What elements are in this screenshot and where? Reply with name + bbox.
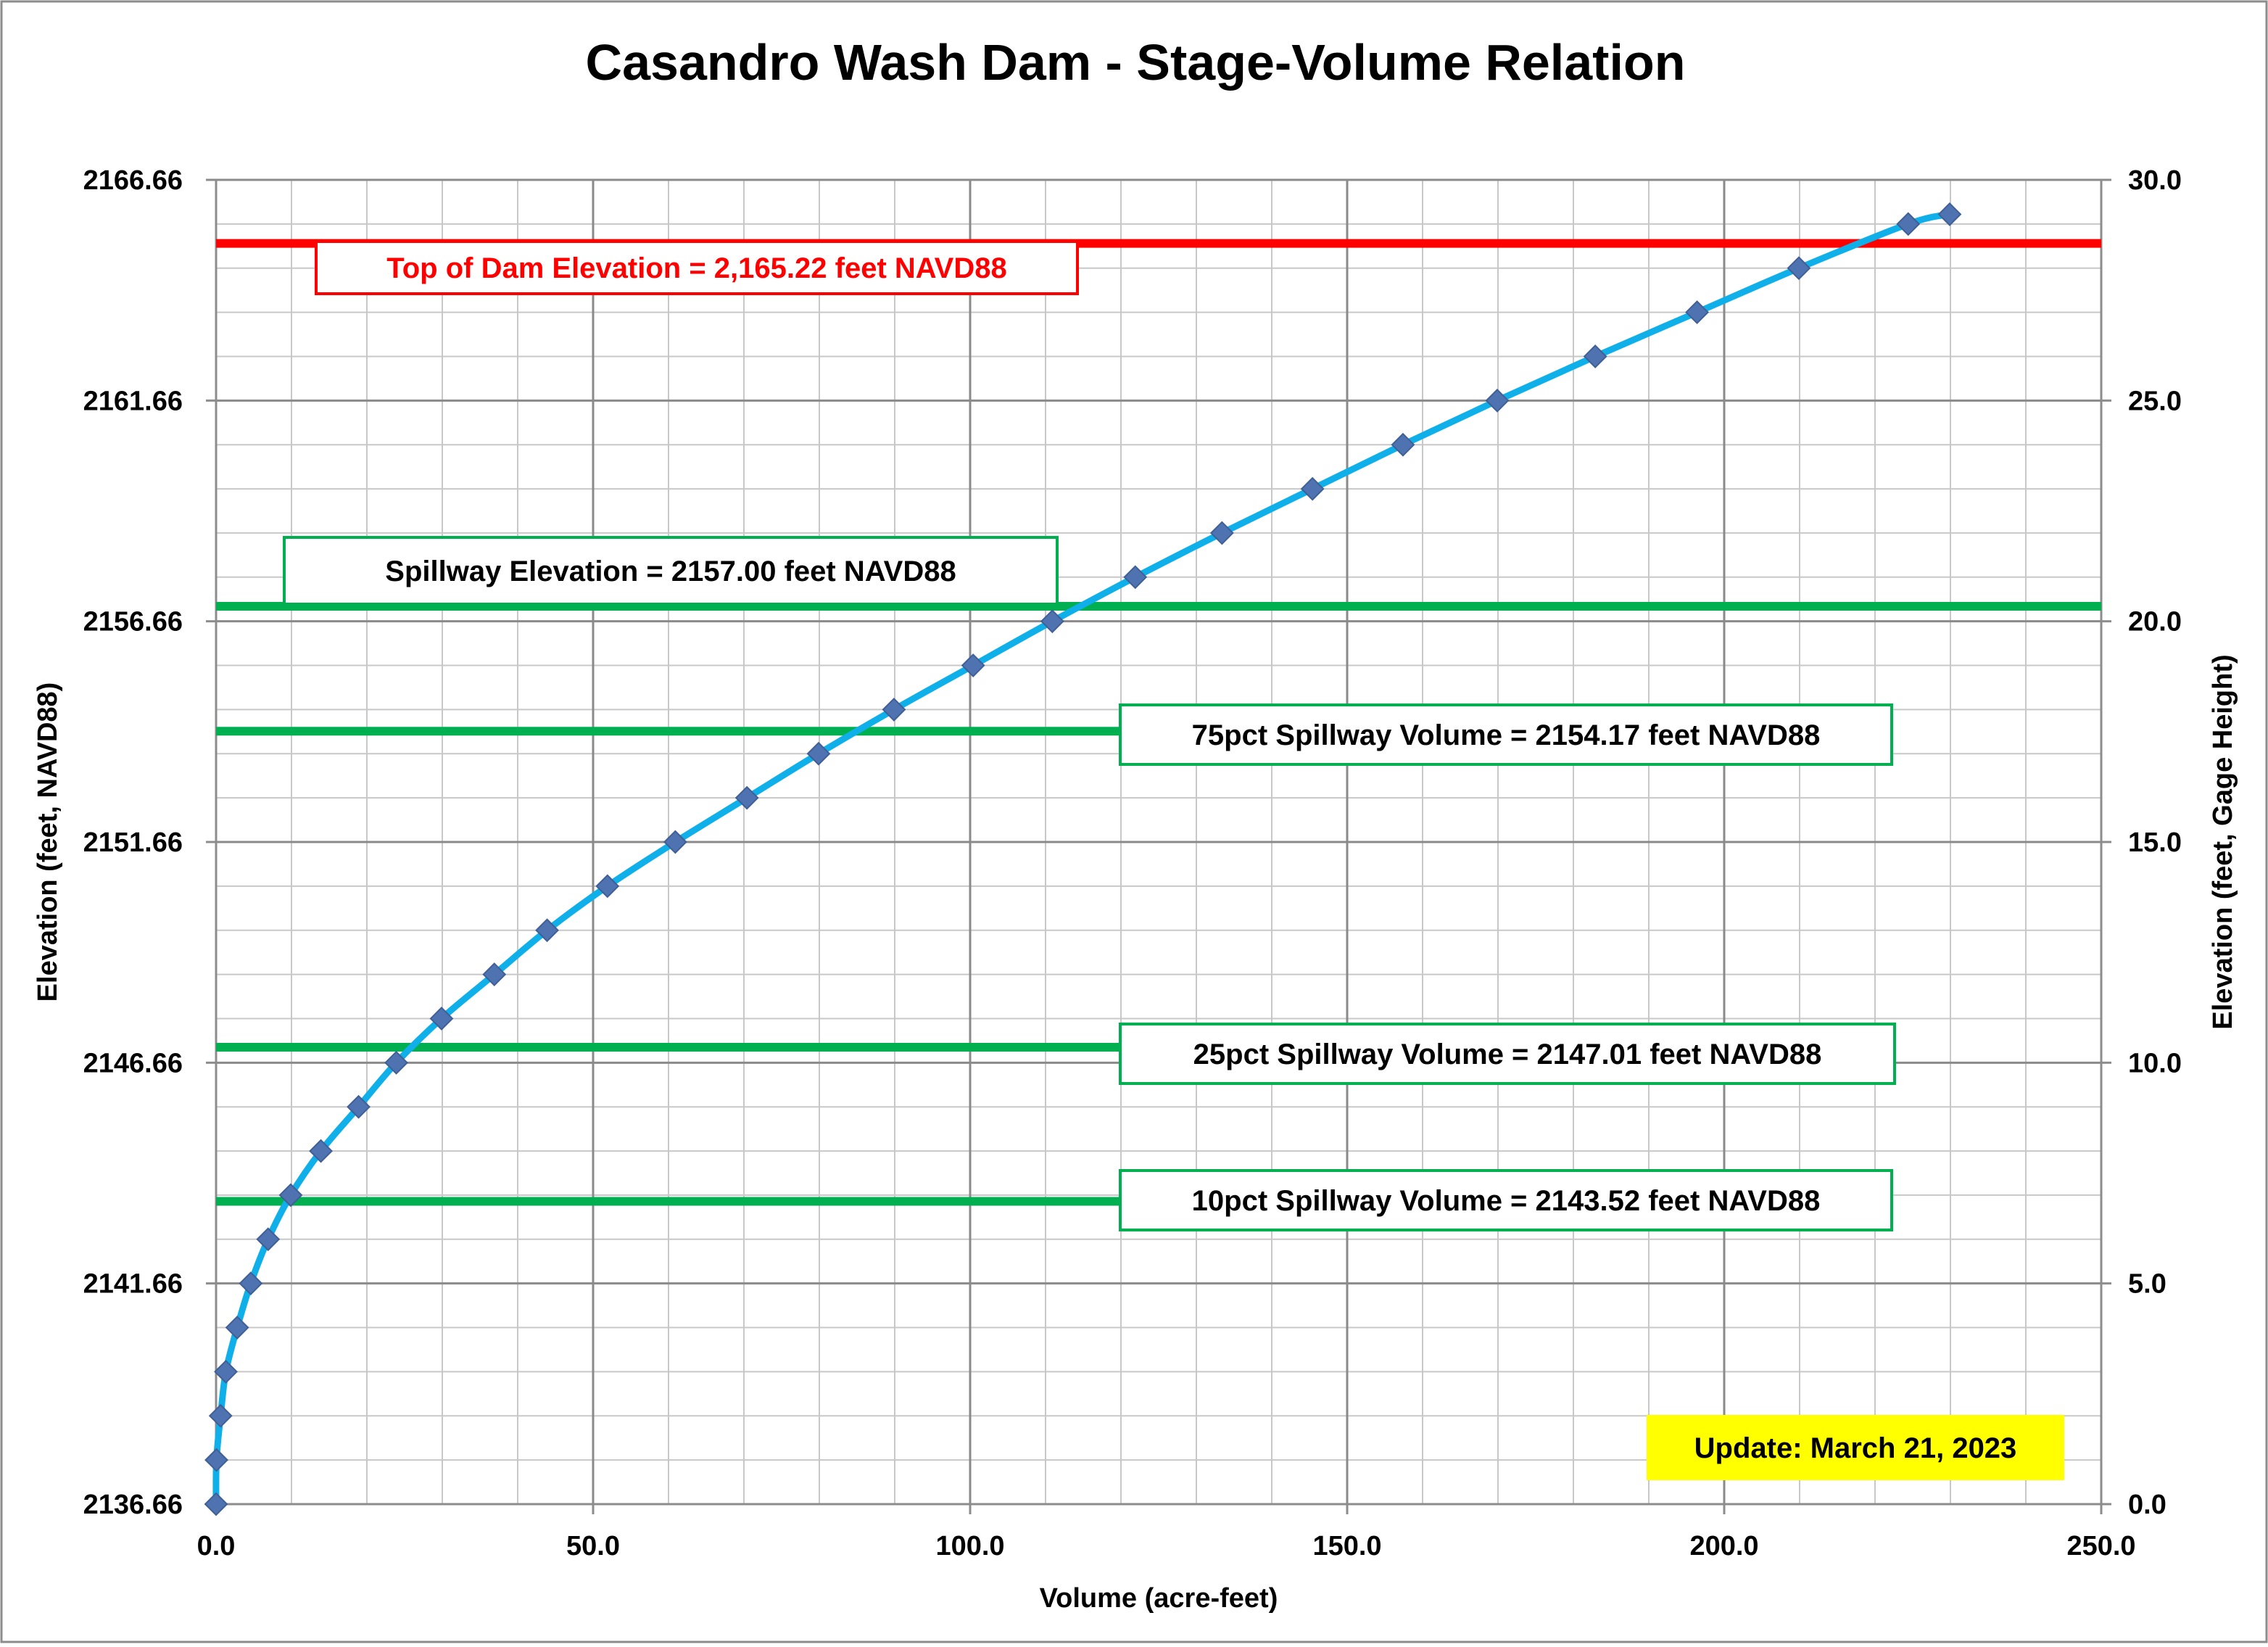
reference-label: Top of Dam Elevation = 2,165.22 feet NAV… xyxy=(386,252,1006,284)
reference-label: 25pct Spillway Volume = 2147.01 feet NAV… xyxy=(1193,1039,1822,1070)
data-point xyxy=(482,962,507,987)
reference-labels: Top of Dam Elevation = 2,165.22 feet NAV… xyxy=(283,240,1896,1231)
reference-label: 75pct Spillway Volume = 2154.17 feet NAV… xyxy=(1192,719,1821,751)
data-point xyxy=(204,1492,228,1516)
data-point xyxy=(734,785,759,810)
data-point xyxy=(429,1007,454,1031)
reference-lines xyxy=(216,239,2101,1206)
data-point xyxy=(882,697,906,722)
y2-tick-label: 5.0 xyxy=(2128,1269,2166,1300)
reference-label-box xyxy=(1119,1023,1896,1085)
y-tick-label: 2156.66 xyxy=(83,607,183,637)
y-tick-label: 2161.66 xyxy=(83,386,183,416)
data-point xyxy=(256,1227,281,1252)
data-point xyxy=(1209,521,1234,545)
update-note: Update: March 21, 2023 xyxy=(1694,1432,2017,1464)
x-tick-label: 100.0 xyxy=(935,1531,1004,1561)
data-point xyxy=(309,1139,333,1163)
data-point xyxy=(1787,256,1811,281)
x-tick-label: 250.0 xyxy=(2066,1531,2135,1561)
y2-tick-label: 0.0 xyxy=(2128,1490,2166,1520)
data-point xyxy=(663,830,687,854)
data-series xyxy=(204,202,1962,1516)
x-tick-label: 50.0 xyxy=(566,1531,620,1561)
data-point xyxy=(1583,344,1607,368)
update-note-box xyxy=(1647,1415,2064,1480)
reference-label-box xyxy=(315,240,1079,295)
y-axis-label: Elevation (feet, NAVD88) xyxy=(33,682,63,1002)
y2-axis-label: Elevation (feet, Gage Height) xyxy=(2208,654,2238,1029)
data-point xyxy=(961,653,985,677)
data-point xyxy=(225,1316,249,1340)
data-point xyxy=(384,1050,408,1075)
data-point xyxy=(214,1359,238,1384)
data-point xyxy=(1123,565,1148,590)
y2-tick-label: 20.0 xyxy=(2128,607,2182,637)
y-tick-label: 2136.66 xyxy=(83,1490,183,1520)
y2-tick-label: 30.0 xyxy=(2128,165,2182,196)
reference-label-box xyxy=(1119,703,1893,766)
tick-labels: 0.0 50.0 100.0 150.0 200.0 250.0 2136.66 2141.6… xyxy=(83,165,2182,1561)
data-point xyxy=(806,741,831,766)
data-point xyxy=(1300,476,1325,501)
data-point xyxy=(1896,212,1921,236)
y-tick-label: 2166.66 xyxy=(83,165,183,196)
chart-title: Casandro Wash Dam - Stage-Volume Relatio… xyxy=(586,34,1686,91)
x-tick-label: 150.0 xyxy=(1312,1531,1381,1561)
y2-tick-label: 25.0 xyxy=(2128,386,2182,416)
y2-tick-label: 10.0 xyxy=(2128,1048,2182,1078)
data-point xyxy=(204,1448,228,1472)
x-tick-label: 200.0 xyxy=(1689,1531,1758,1561)
data-point xyxy=(595,874,620,899)
data-point xyxy=(208,1403,233,1428)
data-point xyxy=(535,918,559,943)
reference-label: Spillway Elevation = 2157.00 feet NAVD88 xyxy=(385,556,956,587)
data-point xyxy=(278,1183,303,1208)
y2-tick-label: 15.0 xyxy=(2128,827,2182,858)
data-point xyxy=(347,1094,371,1119)
reference-label-box xyxy=(1119,1169,1893,1231)
x-tick-label: 0.0 xyxy=(197,1531,236,1561)
data-point xyxy=(239,1271,263,1296)
data-point xyxy=(1391,432,1415,457)
reference-label: 10pct Spillway Volume = 2143.52 feet NAV… xyxy=(1192,1185,1821,1217)
reference-label-box xyxy=(283,536,1059,606)
y-tick-label: 2151.66 xyxy=(83,827,183,858)
y-tick-label: 2141.66 xyxy=(83,1269,183,1300)
x-axis-label: Volume (acre-feet) xyxy=(1040,1583,1278,1614)
data-point xyxy=(1040,609,1064,634)
data-point xyxy=(1485,388,1510,413)
data-point xyxy=(1937,202,1962,226)
data-point xyxy=(1685,300,1709,325)
y-tick-label: 2146.66 xyxy=(83,1048,183,1078)
